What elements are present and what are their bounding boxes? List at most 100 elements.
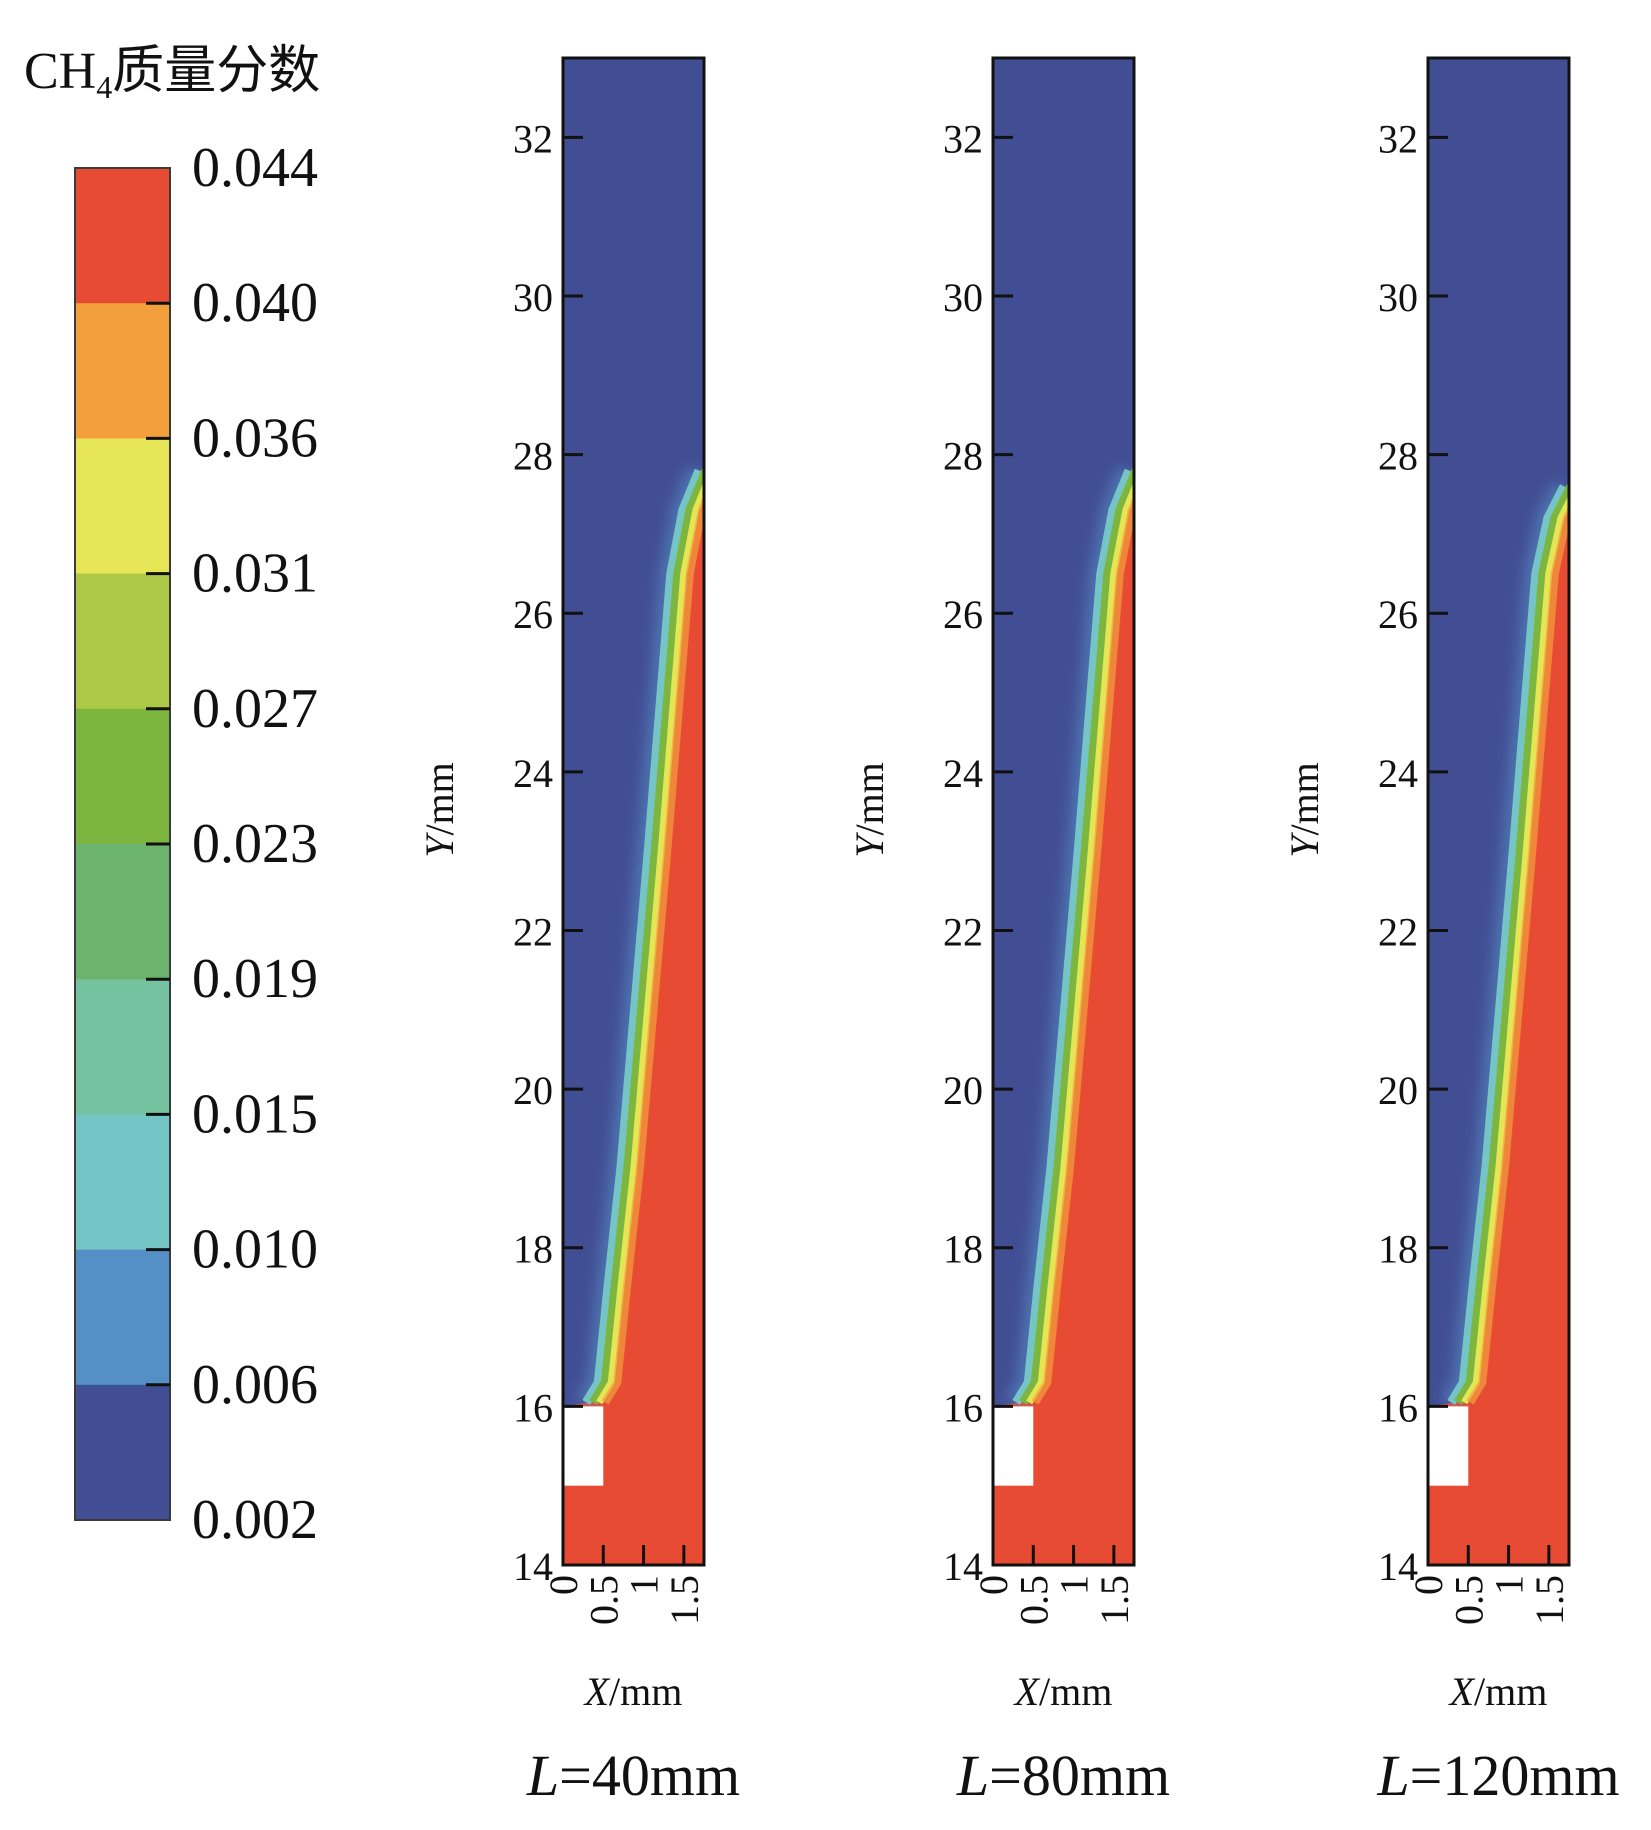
mixing-layer-green: [1454, 484, 1569, 1405]
x-tick-label: 1.5: [1092, 1575, 1137, 1625]
panel-caption: L=80mm: [956, 1743, 1170, 1808]
panel-caption: L=40mm: [526, 1743, 740, 1808]
y-tick-label: 20: [1378, 1068, 1418, 1113]
x-tick-label: 0: [541, 1575, 586, 1595]
contour-field: [563, 58, 704, 1565]
x-tick-label: 0: [971, 1575, 1016, 1595]
y-tick-label: 32: [1378, 116, 1418, 161]
colorbar-tick-label: 0.040: [192, 272, 318, 334]
obstacle-block: [563, 1406, 604, 1486]
y-tick-label: 28: [1378, 434, 1418, 479]
panel-caption-value: =120mm: [1410, 1743, 1620, 1808]
x-tick-label: 1.5: [662, 1575, 707, 1625]
y-tick-label: 16: [1378, 1385, 1418, 1430]
y-tick-label: 16: [513, 1385, 553, 1430]
y-tick-label: 24: [513, 751, 553, 796]
y-tick-label: 24: [1378, 751, 1418, 796]
colorbar-band: [75, 979, 170, 1115]
x-axis-var: X: [583, 1669, 611, 1714]
colorbar-tick-label: 0.019: [192, 948, 318, 1010]
plot-frame: [991, 56, 1136, 1567]
plot-frame: [561, 56, 706, 1567]
panel-caption-var: L: [526, 1743, 559, 1808]
colorbar: 0.044 0.040 0.036 0.031 0.027 0.023 0.019 0.015…: [74, 137, 318, 1551]
colorbar-title: CH4质量分数: [24, 43, 320, 105]
y-tick-label: 30: [1378, 275, 1418, 320]
colorbar-band: [75, 573, 170, 710]
mixing-layer-cyan: [1012, 468, 1134, 1405]
obstacle-block: [1428, 1406, 1469, 1486]
colorbar-tick-label: 0.027: [192, 678, 318, 740]
x-axis-unit: /mm: [609, 1669, 682, 1714]
contour-panels: 1416182022242628303200.511.5X/mmY/mmL=40…: [417, 56, 1620, 1808]
x-tick-label: 1: [622, 1575, 667, 1595]
colorbar-band: [75, 168, 170, 304]
colorbar-title-subscript: 4: [96, 69, 112, 105]
x-tick-label: 1: [1052, 1575, 1097, 1595]
y-axis-label: Y/mm: [1282, 762, 1327, 858]
colorbar-tick-label: 0.010: [192, 1219, 318, 1281]
y-tick-label: 18: [513, 1227, 553, 1272]
y-tick-label: 14: [943, 1544, 983, 1589]
mixing-layer-yellow: [1026, 480, 1134, 1405]
colorbar-tick-label: 0.031: [192, 543, 318, 605]
colorbar-band: [75, 708, 170, 845]
x-axis-var: X: [1013, 1669, 1041, 1714]
y-axis-var: Y: [417, 832, 462, 858]
contour-panel: 1416182022242628303200.511.5X/mmY/mmL=12…: [1282, 56, 1620, 1808]
y-tick-label: 22: [513, 909, 553, 954]
y-tick-label: 32: [513, 116, 553, 161]
y-tick-label: 14: [1378, 1544, 1418, 1589]
colorbar-band: [75, 1249, 170, 1386]
y-axis-var: Y: [847, 832, 892, 858]
x-axis-label: X/mm: [1013, 1669, 1113, 1714]
x-tick-label: 0.5: [1011, 1575, 1056, 1625]
x-axis-unit: /mm: [1474, 1669, 1547, 1714]
contour-panel: 1416182022242628303200.511.5X/mmY/mmL=80…: [847, 56, 1170, 1808]
mixing-layer-green: [589, 468, 704, 1405]
y-axis-label: Y/mm: [847, 762, 892, 858]
mixing-layer-yellow: [1461, 494, 1569, 1405]
contour-field: [1428, 58, 1569, 1565]
mixing-layer-orange: [1466, 505, 1569, 1405]
y-tick-label: 32: [943, 116, 983, 161]
panel-caption-value: =80mm: [989, 1743, 1170, 1808]
mixing-layer-yellow: [596, 480, 704, 1405]
mixing-layer-orange: [1031, 494, 1134, 1405]
obstacle-block: [993, 1406, 1034, 1486]
y-tick-label: 26: [513, 592, 553, 637]
mixing-layer-green: [1019, 468, 1134, 1405]
colorbar-title-main: CH: [24, 43, 96, 100]
plot-frame: [1426, 56, 1571, 1567]
mixing-layer-cyan: [582, 468, 704, 1405]
y-tick-label: 18: [1378, 1227, 1418, 1272]
y-tick-label: 28: [513, 434, 553, 479]
colorbar-band: [75, 844, 170, 980]
x-axis-unit: /mm: [1039, 1669, 1112, 1714]
colorbar-band: [75, 1114, 170, 1251]
y-axis-unit: /mm: [417, 762, 462, 835]
panel-caption-var: L: [956, 1743, 989, 1808]
x-tick-label: 1.5: [1527, 1575, 1572, 1625]
y-tick-label: 26: [943, 592, 983, 637]
y-tick-label: 22: [1378, 909, 1418, 954]
contour-field: [993, 58, 1134, 1565]
colorbar-band: [75, 1384, 170, 1521]
y-axis-unit: /mm: [847, 762, 892, 835]
colorbar-tick-label: 0.036: [192, 407, 318, 469]
colorbar-band: [75, 438, 170, 575]
y-tick-label: 14: [513, 1544, 553, 1589]
colorbar-band: [75, 303, 170, 439]
y-axis-unit: /mm: [1282, 762, 1327, 835]
colorbar-tick-label: 0.002: [192, 1489, 318, 1551]
x-axis-label: X/mm: [1448, 1669, 1548, 1714]
x-axis-var: X: [1448, 1669, 1476, 1714]
panel-caption: L=120mm: [1376, 1743, 1619, 1808]
colorbar-title-rest: 质量分数: [112, 43, 320, 100]
mixing-layer-cyan: [1447, 484, 1569, 1405]
y-tick-label: 18: [943, 1227, 983, 1272]
y-tick-label: 20: [513, 1068, 553, 1113]
colorbar-tick-label: 0.023: [192, 813, 318, 875]
y-axis-label: Y/mm: [417, 762, 462, 858]
